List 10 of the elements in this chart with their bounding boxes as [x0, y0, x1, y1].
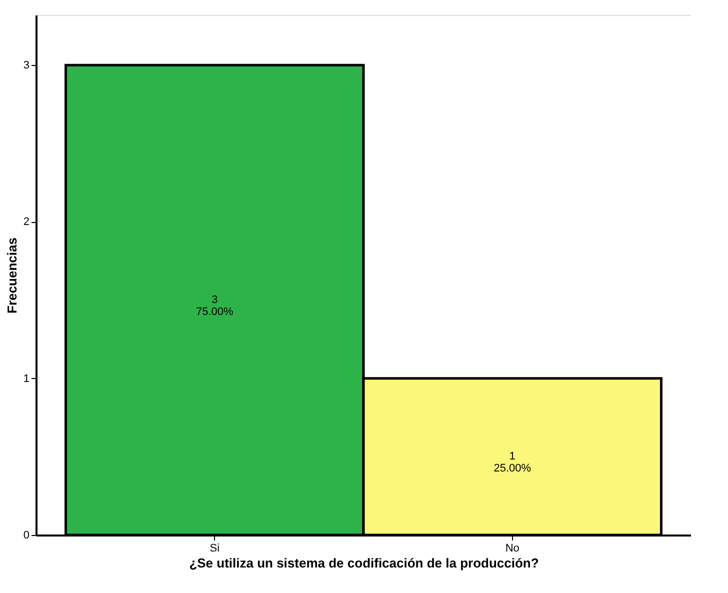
y-tick-label: 2 — [23, 216, 30, 228]
x-tick-label: Si — [210, 542, 220, 554]
y-tick-label: 3 — [23, 60, 30, 72]
x-tick-label: No — [505, 542, 520, 554]
x-axis-title: ¿Se utiliza un sistema de codificación de la producción? — [189, 556, 539, 570]
data-label: 1 25.00% — [494, 450, 532, 475]
y-tick-label: 1 — [23, 372, 30, 385]
y-tick-label: 0 — [23, 530, 30, 542]
data-label: 3 75.00% — [196, 294, 234, 318]
y-axis-title: Frecuencias — [4, 238, 20, 314]
